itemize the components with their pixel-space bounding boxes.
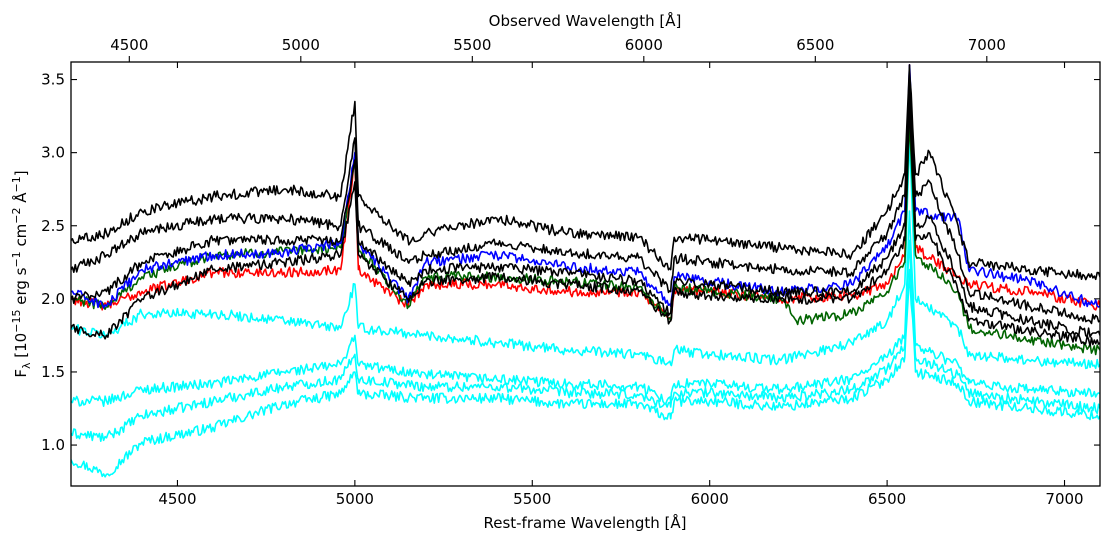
y-tick-label: 1.5 bbox=[41, 363, 65, 381]
x-tick-label: 6500 bbox=[868, 490, 906, 508]
series-cyan-3 bbox=[71, 210, 1100, 407]
x2-tick-label: 5500 bbox=[453, 36, 491, 54]
ylabel-exp-m15: −15 bbox=[10, 310, 23, 333]
x2-tick-label: 7000 bbox=[968, 36, 1006, 54]
ylabel-exp-m1b: −1 bbox=[10, 176, 23, 192]
x2-tick-label: 4500 bbox=[110, 36, 148, 54]
plot-frame bbox=[70, 61, 1101, 487]
ylabel-cm: cm bbox=[12, 224, 30, 252]
ylabel-bracket-open: [10 bbox=[12, 333, 30, 363]
series-black-3 bbox=[71, 93, 1100, 338]
ylabel-erg: erg s bbox=[12, 267, 30, 309]
ylabel-lambda-sub: λ bbox=[20, 362, 33, 369]
ylabel-exp-m2: −2 bbox=[10, 207, 23, 223]
x-tick-label: 4500 bbox=[158, 490, 196, 508]
x2-tick-label: 6000 bbox=[625, 36, 663, 54]
y-axis-label: Fλ [10−15 erg s−1 cm−2 Å−1] bbox=[10, 170, 33, 377]
x2-axis-label: Observed Wavelength [Å] bbox=[489, 11, 682, 30]
x-axis-label: Rest-frame Wavelength [Å] bbox=[483, 513, 686, 532]
x2-tick-label: 6500 bbox=[796, 36, 834, 54]
x-tick-label: 5000 bbox=[336, 490, 374, 508]
y-tick-label: 2.5 bbox=[41, 217, 65, 235]
x-tick-label: 7000 bbox=[1045, 490, 1083, 508]
y-tick-label: 3.0 bbox=[41, 144, 65, 162]
ticks-layer: 4500 5000 5500 6000 6500 7000 4500 5000 5500 6000… bbox=[41, 36, 1100, 508]
x-tick-label: 6000 bbox=[691, 490, 729, 508]
series-cyan-1 bbox=[71, 268, 1100, 478]
series-black-1 bbox=[71, 64, 1100, 281]
x-tick-label: 5500 bbox=[513, 490, 551, 508]
y-tick-label: 1.0 bbox=[41, 436, 65, 454]
ylabel-angstrom: Å bbox=[11, 192, 30, 208]
series-cyan-4 bbox=[71, 137, 1100, 370]
x2-tick-label: 5000 bbox=[282, 36, 320, 54]
y-tick-label: 3.5 bbox=[41, 71, 65, 89]
series-cyan-2 bbox=[71, 239, 1100, 442]
ylabel-bracket-close: ] bbox=[12, 170, 30, 176]
series-black-4 bbox=[71, 108, 1100, 347]
ylabel-f: F bbox=[12, 369, 30, 378]
y-tick-label: 2.0 bbox=[41, 290, 65, 308]
series-red bbox=[71, 64, 1100, 322]
series-layer bbox=[71, 64, 1100, 478]
series-black-2 bbox=[71, 78, 1100, 325]
ylabel-exp-m1a: −1 bbox=[10, 251, 23, 267]
